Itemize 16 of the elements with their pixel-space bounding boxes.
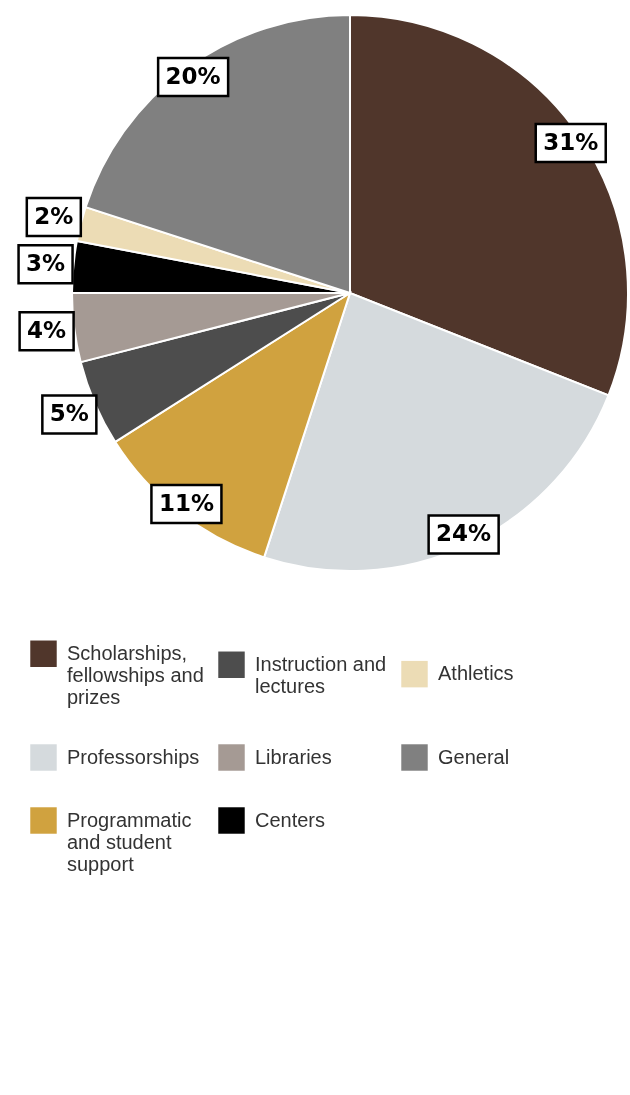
data-label: 31% xyxy=(543,128,599,155)
data-label: 11% xyxy=(158,489,214,516)
legend-label: Athletics xyxy=(438,662,514,685)
data-label: 20% xyxy=(165,63,221,90)
legend-label: General xyxy=(438,745,510,768)
legend-label: Instruction and lectures xyxy=(255,652,387,697)
legend-label: Libraries xyxy=(255,745,332,768)
data-label: 3% xyxy=(26,250,66,277)
data-label: 2% xyxy=(34,202,74,229)
legend-label: Centers xyxy=(255,808,326,831)
legend-label: Professorships xyxy=(67,745,200,768)
data-label: 4% xyxy=(27,317,67,344)
legend-label: Scholarships, fellowships and prizes xyxy=(67,641,204,708)
legend-label: Programmatic and student support xyxy=(67,808,192,875)
data-label: 24% xyxy=(436,520,492,547)
data-label: 5% xyxy=(49,400,89,427)
